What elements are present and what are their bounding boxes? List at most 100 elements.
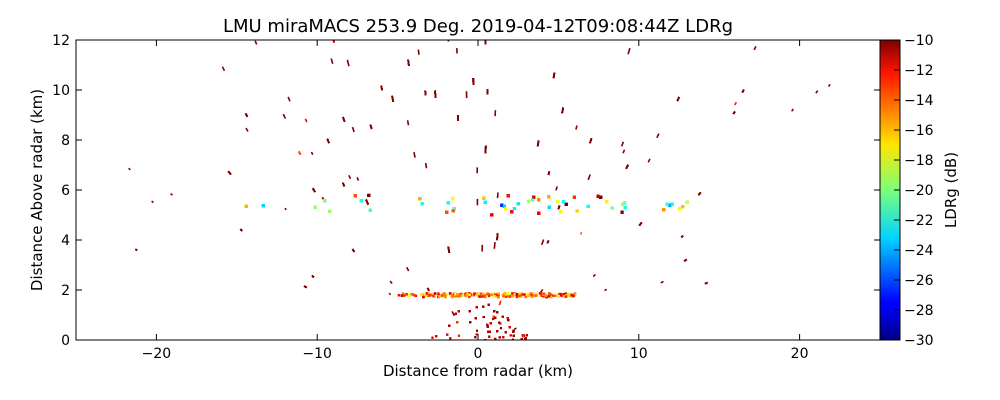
melting-layer-cell bbox=[532, 195, 536, 199]
clutter-cell bbox=[474, 317, 477, 320]
y-tick-label: 10 bbox=[52, 83, 70, 99]
y-axis-label: Distance Above radar (km) bbox=[28, 89, 46, 291]
low-layer-cell bbox=[515, 295, 519, 299]
clutter-cell bbox=[520, 338, 523, 340]
low-layer-cell bbox=[515, 293, 519, 296]
melting-layer-cell bbox=[313, 205, 317, 209]
low-layer-cell bbox=[564, 292, 568, 295]
echo-streak bbox=[330, 58, 334, 65]
clutter-cell bbox=[494, 316, 497, 319]
echo-streak bbox=[151, 200, 154, 204]
clutter-cell bbox=[431, 336, 434, 339]
clutter-cell bbox=[504, 331, 507, 334]
low-layer-cell bbox=[479, 295, 483, 298]
low-layer-cell bbox=[508, 295, 511, 298]
y-tick-label: 0 bbox=[61, 333, 70, 349]
low-layer-cell bbox=[420, 293, 423, 296]
melting-layer-cell bbox=[323, 199, 327, 203]
clutter-cell bbox=[525, 334, 528, 337]
x-tick-label: −10 bbox=[302, 346, 332, 362]
clutter-cell bbox=[511, 338, 514, 340]
clutter-cell bbox=[501, 315, 504, 318]
echo-streak bbox=[447, 246, 451, 253]
low-layer-cell bbox=[519, 295, 523, 298]
echo-streak bbox=[540, 288, 544, 293]
echo-streak bbox=[536, 140, 540, 147]
low-layer-cell bbox=[457, 294, 461, 298]
melting-layer-cell bbox=[621, 202, 625, 206]
clutter-cell bbox=[492, 318, 495, 321]
echo-streak bbox=[587, 174, 591, 181]
melting-layer-cell bbox=[451, 197, 455, 201]
low-layer-cell bbox=[535, 294, 538, 297]
melting-layer-cell bbox=[446, 201, 450, 205]
melting-layer-cell bbox=[575, 209, 579, 213]
clutter-cell bbox=[448, 324, 451, 327]
echo-streak bbox=[365, 199, 369, 205]
clutter-cell bbox=[484, 338, 487, 340]
low-layer-cell bbox=[421, 293, 425, 296]
echo-streak bbox=[638, 222, 643, 227]
clutter-cell bbox=[496, 311, 499, 314]
clutter-cell bbox=[509, 334, 512, 337]
echo-streak bbox=[346, 59, 350, 67]
low-layer-cell bbox=[490, 293, 493, 297]
echo-streak bbox=[413, 151, 416, 158]
echo-streak bbox=[284, 207, 287, 211]
echo-streak bbox=[254, 40, 258, 45]
low-layer-cell bbox=[558, 293, 561, 296]
echo-streak bbox=[287, 96, 291, 102]
low-layer-cell bbox=[433, 292, 437, 295]
clutter-cell bbox=[506, 317, 509, 320]
clutter-cell bbox=[468, 310, 471, 313]
colorbar-tick-label: −22 bbox=[904, 213, 934, 229]
melting-layer-cell bbox=[564, 202, 568, 206]
low-layer-cell bbox=[442, 292, 446, 295]
melting-layer-cell bbox=[559, 210, 563, 214]
colorbar-tick-label: −28 bbox=[904, 303, 934, 319]
echo-streak bbox=[424, 162, 428, 169]
low-layer-cell bbox=[542, 294, 545, 298]
clutter-cell bbox=[499, 327, 502, 330]
low-layer-cell bbox=[551, 294, 554, 297]
melting-layer-cell bbox=[445, 210, 449, 214]
low-layer-cell bbox=[463, 293, 467, 296]
melting-layer-cell bbox=[599, 195, 603, 199]
low-layer-cell bbox=[407, 294, 410, 297]
clutter-cell bbox=[475, 329, 478, 332]
low-layer-cell bbox=[506, 292, 510, 295]
low-layer-cell bbox=[538, 292, 542, 295]
colorbar-tick-label: −12 bbox=[904, 63, 934, 79]
x-axis: −20 −10 0 10 20 bbox=[142, 40, 809, 362]
clutter-cell bbox=[507, 319, 510, 322]
low-layer-cell bbox=[527, 294, 531, 298]
y-tick-label: 2 bbox=[61, 283, 70, 299]
melting-layer-cell bbox=[353, 194, 357, 198]
echo-streak bbox=[426, 287, 430, 292]
echo-streak bbox=[312, 187, 316, 193]
low-layer-cell bbox=[428, 292, 431, 295]
melting-layer-cell bbox=[586, 204, 590, 208]
echo-streak bbox=[380, 85, 383, 91]
melting-layer-cell bbox=[451, 209, 455, 213]
echo-streak bbox=[303, 285, 308, 289]
echo-streak bbox=[647, 158, 651, 163]
low-layer-cell bbox=[459, 294, 463, 297]
melting-layer-cell bbox=[620, 210, 624, 214]
plot-area bbox=[75, 39, 881, 341]
low-layer-cell bbox=[568, 293, 571, 297]
echo-streak bbox=[547, 171, 551, 176]
colorbar-tick-label: −24 bbox=[904, 243, 934, 259]
melting-layer-cell bbox=[685, 200, 689, 204]
echo-streak bbox=[496, 233, 499, 241]
echo-streak bbox=[741, 89, 745, 93]
clutter-cell bbox=[475, 333, 478, 336]
colorbar-tick-label: −10 bbox=[904, 33, 934, 49]
melting-layer-cell bbox=[512, 207, 516, 211]
low-layer-cell bbox=[511, 295, 514, 298]
clutter-cell bbox=[524, 337, 527, 340]
low-layer-cell bbox=[542, 292, 546, 296]
low-layer-cell bbox=[405, 293, 408, 296]
low-layer-cell bbox=[494, 294, 498, 298]
melting-layer-cell bbox=[527, 199, 531, 203]
